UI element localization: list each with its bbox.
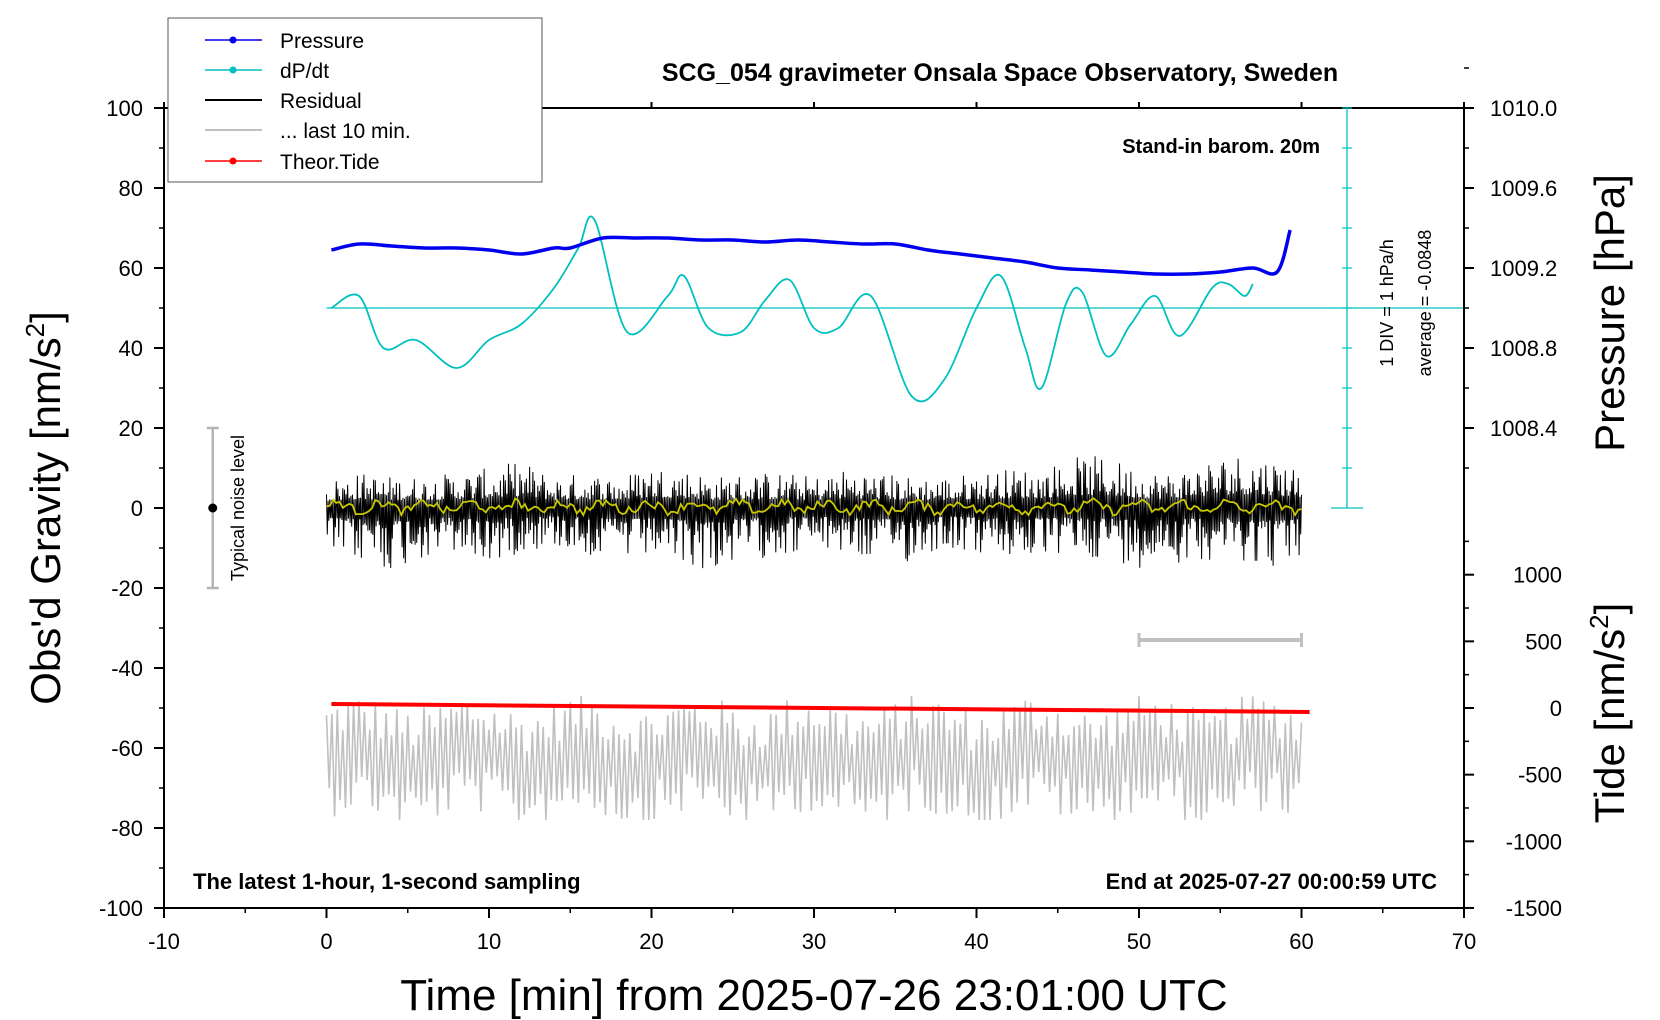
pressure-tick-label: 1008.8 (1490, 336, 1557, 361)
barometer-note: Stand-in barom. 20m (1122, 136, 1320, 158)
series-residual (326, 456, 1302, 569)
tide-tick-label: -500 (1518, 763, 1562, 788)
legend-item-tide: Theor.Tide (205, 151, 380, 174)
x-tick-label: 10 (477, 929, 501, 954)
pressure-tick-label: 1009.6 (1490, 176, 1557, 201)
legend-label-last10: ... last 10 min. (280, 120, 411, 143)
tide-tick-label: -1000 (1506, 829, 1562, 854)
x-tick-label: -10 (148, 929, 180, 954)
series-last-10-min (325, 695, 1303, 821)
legend-label-dpdt: dP/dt (280, 60, 329, 83)
legend-marker-dpdt (229, 66, 237, 74)
y-axis-label-gravity: Obs'd Gravity [nm/s2] (20, 311, 69, 705)
series-pressure (330, 229, 1292, 276)
x-tick-label: 20 (639, 929, 663, 954)
tide-tick-label: 0 (1550, 696, 1562, 721)
x-axis-label: Time [min] from 2025-07-26 23:01:00 UTC (400, 971, 1227, 1020)
y-tick-label: 0 (131, 496, 143, 521)
tide-tick-label: 500 (1525, 629, 1562, 654)
y-tick-label: -100 (99, 896, 143, 921)
legend-item-pressure: Pressure (205, 30, 364, 53)
y-tick-label: -20 (111, 576, 143, 601)
noise-level-label: Typical noise level (228, 435, 248, 581)
x-tick-label: 30 (802, 929, 826, 954)
chart-title: SCG_054 gravimeter Onsala Space Observat… (662, 59, 1338, 87)
y-tick-label: 60 (119, 256, 143, 281)
y-tick-label: -60 (111, 736, 143, 761)
legend-item-last10: ... last 10 min. (205, 120, 411, 143)
legend-marker-pressure (229, 36, 237, 44)
x-tick-label: 40 (964, 929, 988, 954)
div-note: 1 DIV = 1 hPa/h (1377, 239, 1397, 367)
pressure-tick-label: 1010.0 (1490, 96, 1557, 121)
tide-tick-label: -1500 (1506, 896, 1562, 921)
legend-label-tide: Theor.Tide (280, 151, 380, 174)
legend-label-pressure: Pressure (280, 30, 364, 53)
series-layer (325, 215, 1464, 821)
y-tick-label: -40 (111, 656, 143, 681)
y-axis-label-tide: Tide [nm/s2] (1584, 603, 1633, 824)
legend: Pressure dP/dt Residual ... last 10 min.… (167, 17, 543, 183)
legend-marker-tide (229, 157, 237, 165)
y-tick-label: 40 (119, 336, 143, 361)
x-tick-label: 0 (320, 929, 332, 954)
pressure-tick-label: 1008.4 (1490, 416, 1557, 441)
tide-tick-label: 1000 (1513, 563, 1562, 588)
y-tick-label: 80 (119, 176, 143, 201)
series-residual-smoothed (326, 497, 1302, 518)
tick-layer: -10 0 10 20 30 40 50 60 70100806040200-20-40-60-… (99, 67, 1562, 954)
y-tick-label: 20 (119, 416, 143, 441)
x-tick-label: 70 (1452, 929, 1476, 954)
average-note: average = -0.0848 (1415, 230, 1435, 377)
noise-level-center (208, 503, 218, 513)
pressure-tick-label: 1009.2 (1490, 256, 1557, 281)
x-tick-label: 60 (1289, 929, 1313, 954)
sampling-note: The latest 1-hour, 1-second sampling (193, 869, 581, 894)
legend-label-residual: Residual (280, 90, 362, 113)
legend-item-dpdt: dP/dt (205, 60, 329, 83)
series-theor-tide (331, 702, 1310, 714)
series-dpdt (330, 215, 1254, 403)
y-axis-label-pressure: Pressure [hPa] (1586, 174, 1633, 452)
x-tick-label: 50 (1127, 929, 1151, 954)
y-tick-label: 100 (106, 96, 143, 121)
end-time-note: End at 2025-07-27 00:00:59 UTC (1106, 869, 1437, 894)
legend-item-residual: Residual (205, 90, 362, 113)
y-tick-label: -80 (111, 816, 143, 841)
